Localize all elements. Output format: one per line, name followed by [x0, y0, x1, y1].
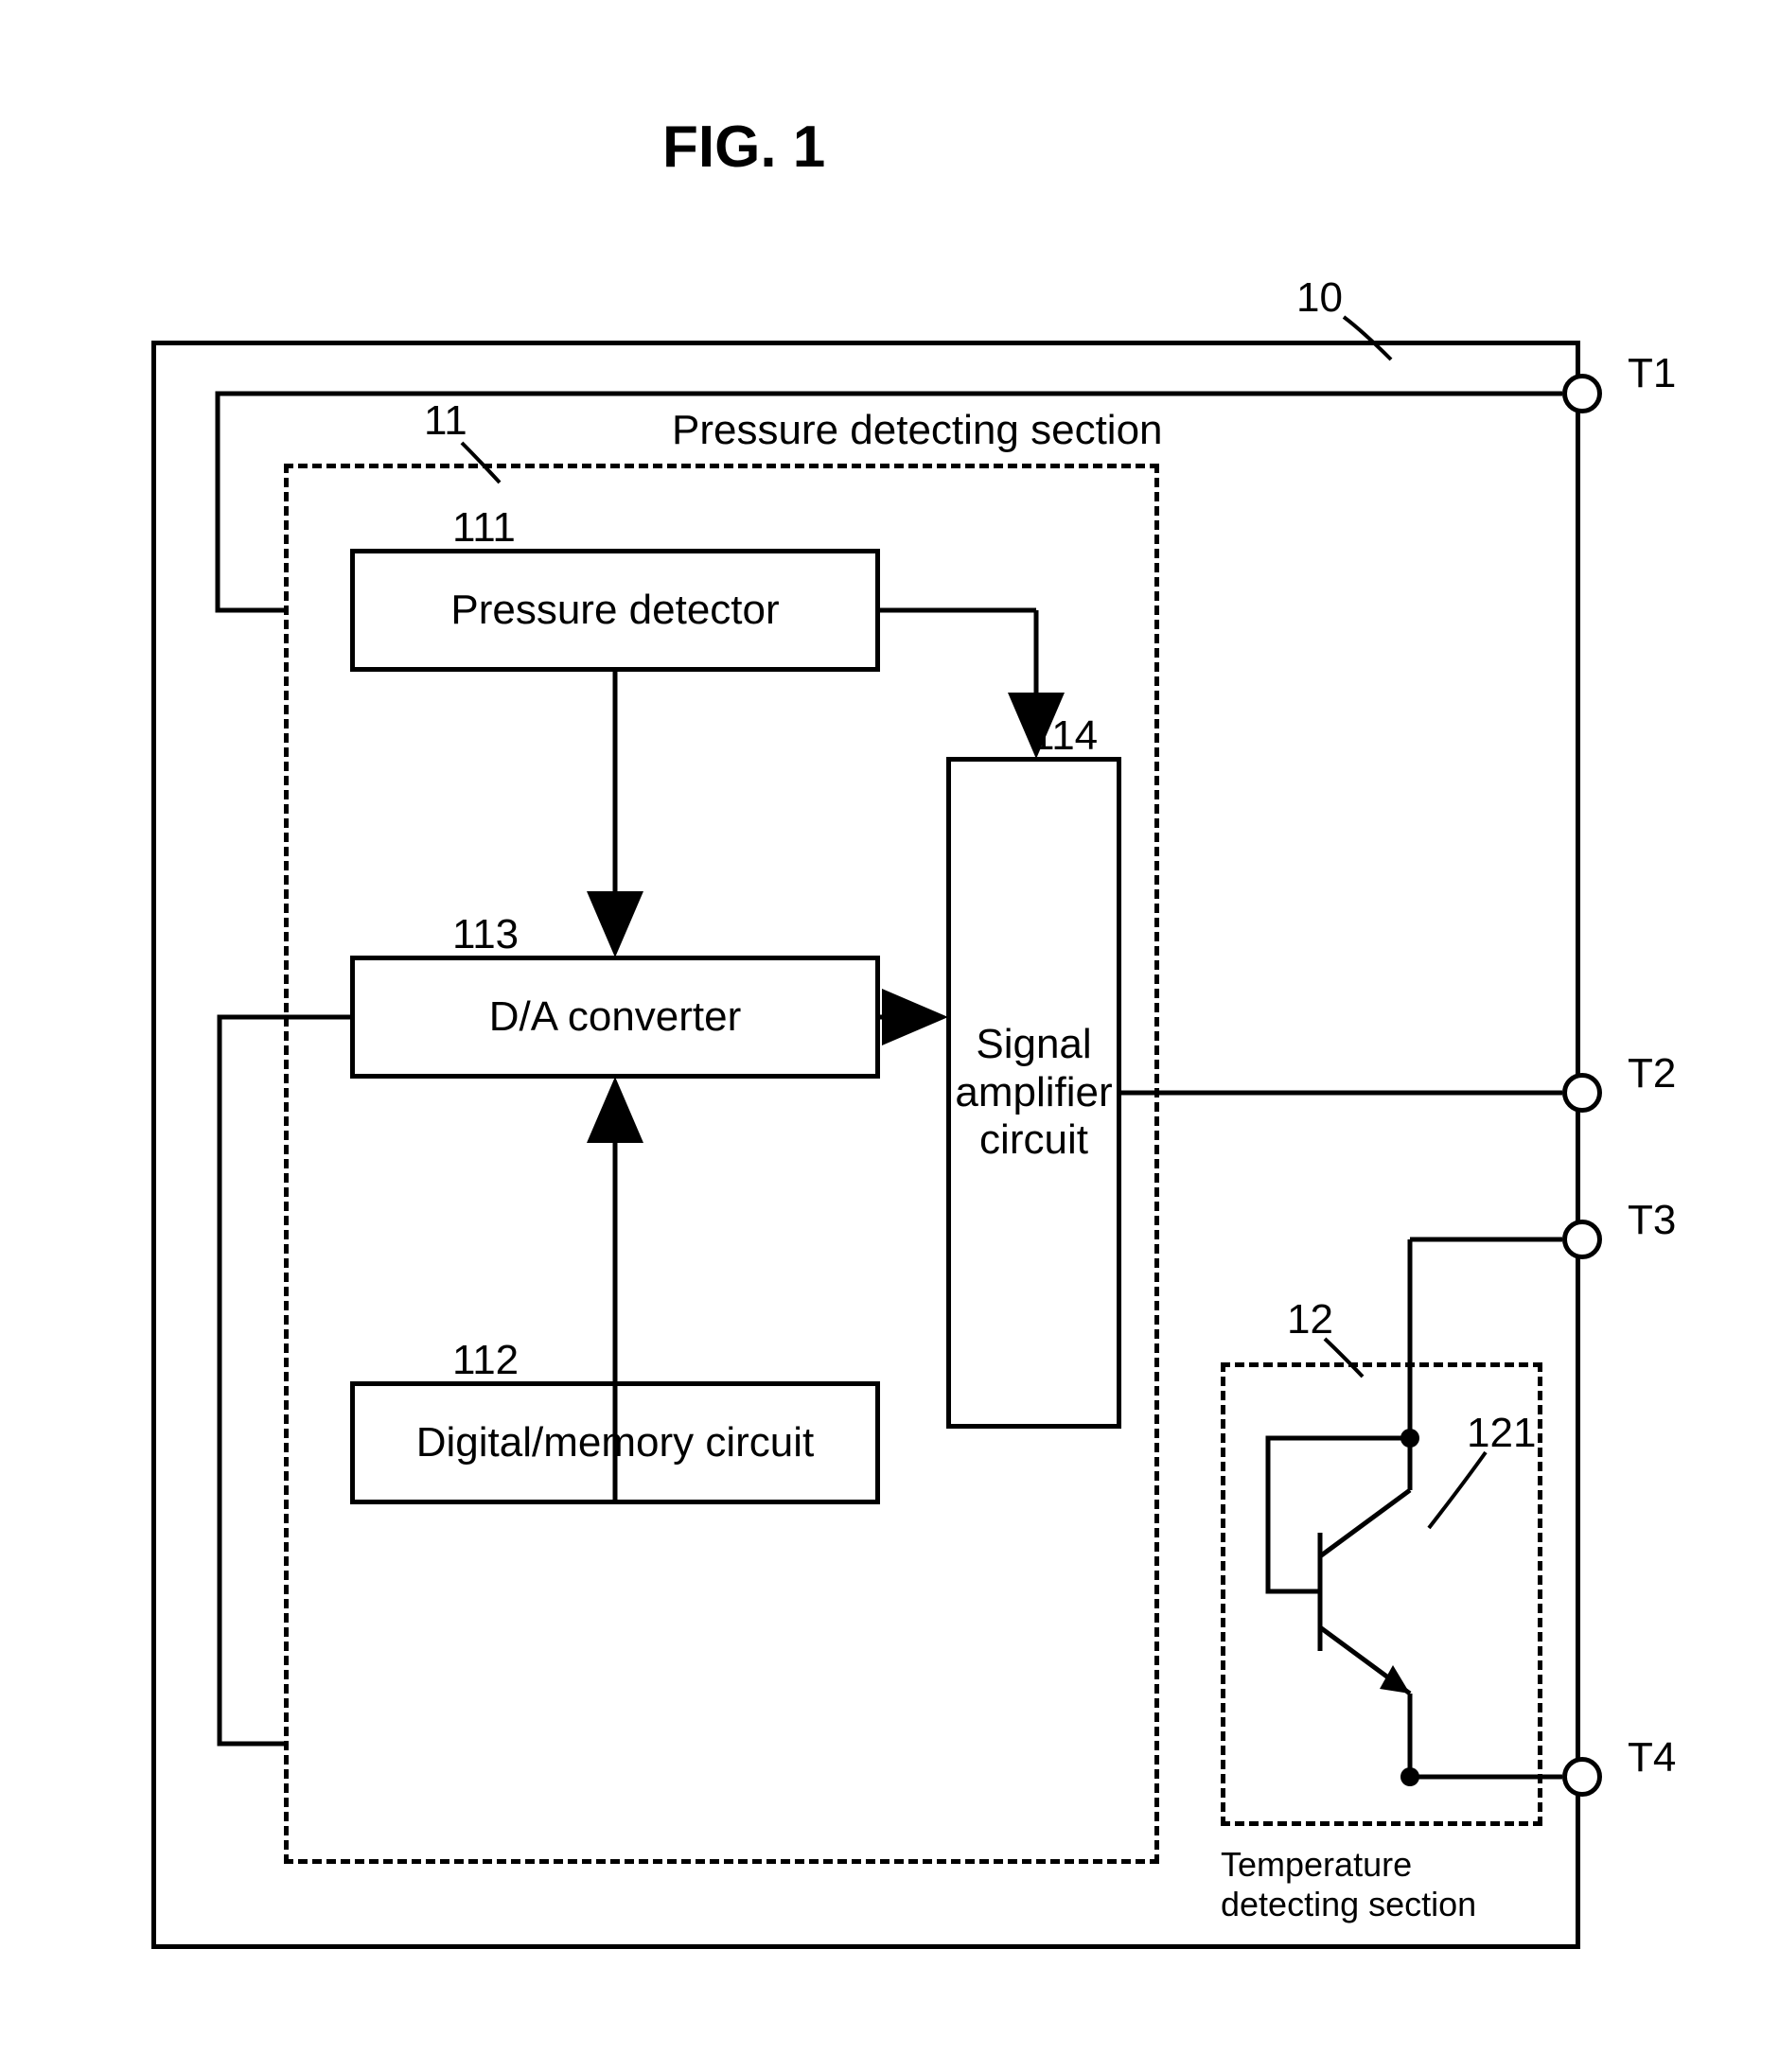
terminal-t4-label: T4 [1628, 1734, 1676, 1782]
pressure-detector-label: Pressure detector [450, 587, 779, 635]
transistor-ref: 121 [1467, 1410, 1536, 1457]
temperature-section-label: Temperaturedetecting section [1221, 1845, 1476, 1924]
terminal-t3 [1562, 1220, 1602, 1259]
terminal-t3-label: T3 [1628, 1197, 1676, 1244]
da-converter-label: D/A converter [489, 993, 742, 1042]
pressure-detector-block: Pressure detector [350, 549, 880, 672]
node-emitter [1400, 1767, 1419, 1786]
temperature-section-ref: 12 [1287, 1296, 1333, 1343]
figure-title: FIG. 1 [662, 114, 825, 181]
terminal-t1-label: T1 [1628, 350, 1676, 397]
da-converter-ref: 113 [452, 911, 519, 958]
outer-box-ref: 10 [1296, 274, 1343, 322]
da-converter-block: D/A converter [350, 956, 880, 1079]
digital-memory-block: Digital/memory circuit [350, 1381, 880, 1504]
terminal-t2 [1562, 1073, 1602, 1113]
signal-amp-ref: 114 [1031, 712, 1098, 760]
digital-memory-label: Digital/memory circuit [416, 1419, 815, 1467]
terminal-t4 [1562, 1757, 1602, 1797]
node-collector [1400, 1429, 1419, 1448]
pressure-section-label: Pressure detecting section [672, 407, 1163, 454]
pressure-detector-ref: 111 [452, 504, 516, 552]
digital-memory-ref: 112 [452, 1337, 519, 1384]
pressure-section-ref: 11 [424, 397, 467, 445]
terminal-t1 [1562, 374, 1602, 413]
signal-amp-label: Signal amplifier circuit [951, 1021, 1117, 1165]
terminal-t2-label: T2 [1628, 1050, 1676, 1097]
signal-amp-block: Signal amplifier circuit [946, 757, 1121, 1429]
